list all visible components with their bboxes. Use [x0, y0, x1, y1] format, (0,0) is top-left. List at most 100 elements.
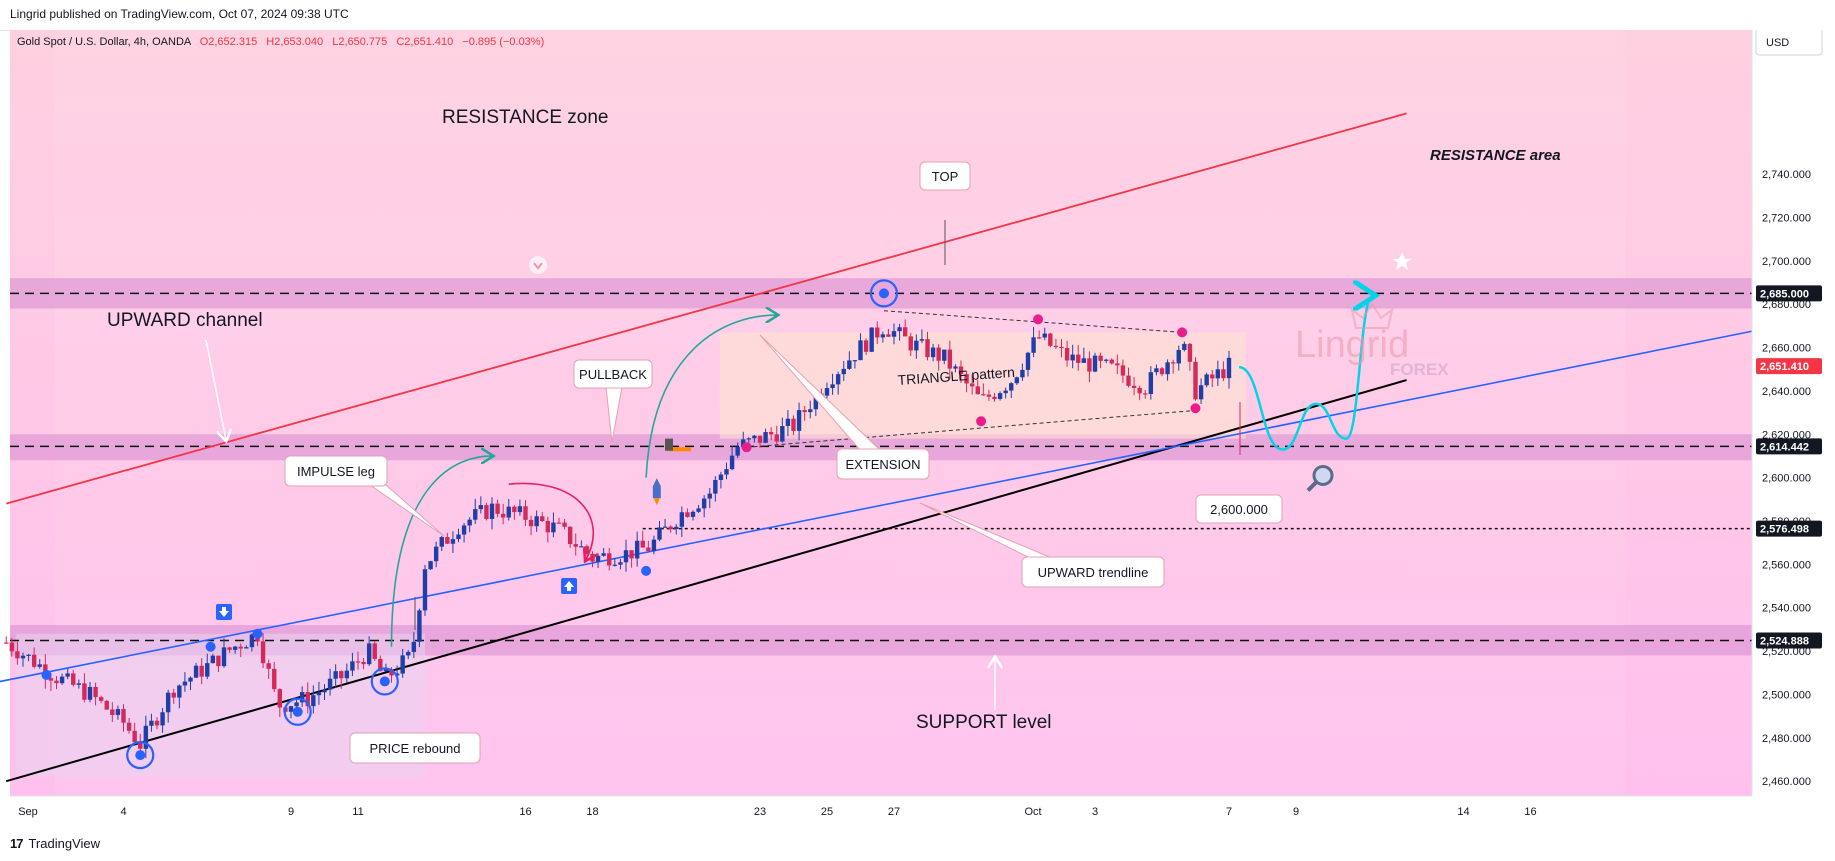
- candle-body: [768, 432, 774, 435]
- candle: [473, 498, 478, 524]
- candle: [997, 391, 1003, 401]
- candle-body: [428, 561, 433, 570]
- brand-label: TradingView: [28, 836, 101, 851]
- candle: [115, 705, 121, 720]
- level-tag-text: 2,685.000: [1760, 288, 1809, 300]
- candle: [545, 516, 551, 543]
- candle: [953, 364, 958, 373]
- candle: [143, 715, 149, 759]
- candle: [1115, 354, 1120, 375]
- candle: [59, 673, 65, 686]
- x-tick-label: 14: [1457, 806, 1469, 818]
- last-price-text: 2,651.410: [1760, 361, 1809, 373]
- currency-button[interactable]: [1755, 30, 1823, 56]
- low-value: L2,650.775: [332, 36, 387, 48]
- candle-body: [71, 673, 76, 685]
- candle-body: [272, 668, 277, 690]
- star-icon: [1392, 251, 1412, 270]
- callout-box: [1021, 556, 1165, 588]
- y-tick-label: 2,620.000: [1762, 429, 1811, 441]
- candle: [852, 359, 858, 369]
- candle: [1170, 359, 1176, 374]
- candle-body: [143, 725, 149, 749]
- candle: [1109, 358, 1114, 365]
- magnifier-handle: [1306, 481, 1318, 492]
- candle: [1131, 376, 1137, 396]
- candle: [523, 500, 528, 527]
- candle: [54, 676, 59, 690]
- callout-box: [573, 359, 653, 389]
- candle-body: [171, 692, 176, 698]
- candle: [495, 499, 500, 518]
- candle-body: [165, 692, 171, 713]
- callout-text: PULLBACK: [579, 367, 647, 382]
- candle: [188, 676, 193, 691]
- candle: [160, 708, 165, 733]
- candle-body: [590, 553, 595, 562]
- pivot-dot: [641, 565, 652, 576]
- candle: [629, 550, 634, 568]
- candle-body: [623, 550, 629, 563]
- tradingview-brand[interactable]: 17 TradingView: [10, 836, 100, 851]
- candle-body: [1143, 393, 1148, 395]
- pivot-dot: [379, 676, 390, 687]
- arrow-down-icon: [219, 607, 229, 618]
- price-axis[interactable]: [1752, 30, 1835, 796]
- candle: [15, 641, 20, 665]
- high-value: H2,653.040: [266, 36, 323, 48]
- candle-body: [1193, 361, 1198, 400]
- candle: [1165, 359, 1170, 381]
- candle: [875, 321, 880, 345]
- candle: [71, 669, 76, 687]
- candle-body: [534, 516, 539, 527]
- markers-layer: [41, 251, 1412, 770]
- impulse-arrow: [390, 456, 493, 647]
- candle-body: [1126, 375, 1131, 386]
- candle-body: [735, 446, 740, 456]
- candle-body: [1064, 347, 1070, 361]
- candle: [372, 641, 377, 662]
- candle-body: [82, 683, 87, 700]
- candle-body: [1154, 368, 1159, 373]
- candle: [20, 652, 26, 667]
- candle-body: [763, 432, 768, 443]
- candle-body: [567, 526, 573, 545]
- candle-body: [417, 610, 422, 642]
- candle-body: [221, 647, 227, 667]
- symbol-name: Gold Spot / U.S. Dollar, 4h, OANDA: [17, 36, 192, 48]
- x-tick-label: 16: [1524, 806, 1536, 818]
- candle-body: [305, 692, 310, 707]
- level-tag: [1756, 438, 1822, 455]
- candle: [450, 531, 456, 553]
- price-chart[interactable]: PULLBACK IMPULSE leg EXTENSION UPWARD trend…: [0, 30, 1835, 826]
- candle: [104, 699, 109, 711]
- candle-body: [729, 455, 735, 470]
- candle-body: [126, 722, 132, 731]
- candle-body: [847, 360, 852, 369]
- candle: [1103, 358, 1109, 364]
- candle-body: [316, 692, 322, 696]
- candle: [82, 673, 87, 703]
- candle: [244, 645, 249, 649]
- candle: [266, 659, 271, 679]
- open-value: O2,652.315: [200, 36, 258, 48]
- symbol-legend: Gold Spot / U.S. Dollar, 4h, OANDA O2,65…: [17, 36, 544, 48]
- upward-channel-line: [6, 112, 1407, 505]
- candle-body: [98, 697, 104, 701]
- x-tick-label: 25: [821, 806, 833, 818]
- candle-body: [863, 340, 869, 352]
- candle-body: [227, 647, 232, 650]
- candle: [76, 679, 82, 689]
- candle: [556, 517, 562, 524]
- time-axis[interactable]: [10, 796, 1752, 826]
- change-value: −0.895 (−0.03%): [462, 36, 544, 48]
- reversal-dot: [1033, 314, 1044, 325]
- circle-down-badge: [529, 256, 547, 275]
- candle-body: [76, 683, 82, 685]
- candle: [406, 650, 411, 660]
- candle: [333, 664, 338, 688]
- candle: [947, 340, 953, 380]
- candle-body: [1048, 333, 1053, 346]
- candle-body: [244, 647, 249, 649]
- candle: [221, 638, 227, 668]
